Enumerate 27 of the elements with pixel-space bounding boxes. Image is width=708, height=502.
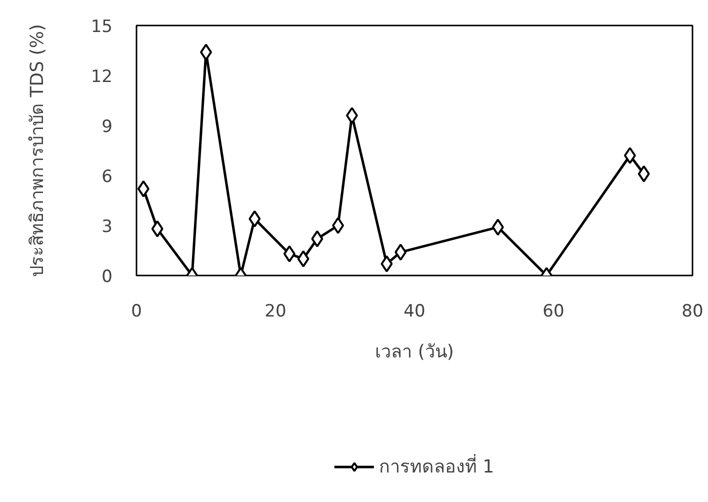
x-tick-label: 60 — [542, 302, 564, 322]
point — [380, 255, 393, 272]
y-axis-title: ประสิทธิภาพการบำบัด TDS (%) — [26, 24, 48, 277]
point — [151, 220, 164, 238]
point — [624, 147, 636, 164]
y-tick-label: 3 — [102, 217, 113, 237]
legend-label: การทดลองที่ 1 — [378, 453, 494, 480]
point — [492, 218, 504, 236]
point — [248, 210, 261, 228]
point — [394, 244, 407, 261]
point — [283, 245, 296, 262]
point — [297, 250, 310, 268]
y-tick-label: 0 — [102, 267, 113, 287]
point — [311, 230, 324, 248]
x-tick-label: 0 — [131, 302, 142, 322]
x-tick-label: 80 — [682, 302, 704, 322]
y-tick-label: 6 — [102, 167, 113, 187]
point — [137, 180, 150, 198]
y-tick-label: 15 — [90, 17, 113, 37]
point — [332, 217, 344, 234]
y-tick-label: 12 — [90, 67, 113, 87]
x-axis-title: เวลา (วัน) — [375, 342, 454, 362]
point — [638, 165, 650, 182]
x-tick-label: 20 — [264, 302, 286, 322]
y-tick-label: 9 — [102, 117, 113, 137]
point — [346, 107, 358, 124]
x-tick-label: 40 — [404, 302, 426, 322]
